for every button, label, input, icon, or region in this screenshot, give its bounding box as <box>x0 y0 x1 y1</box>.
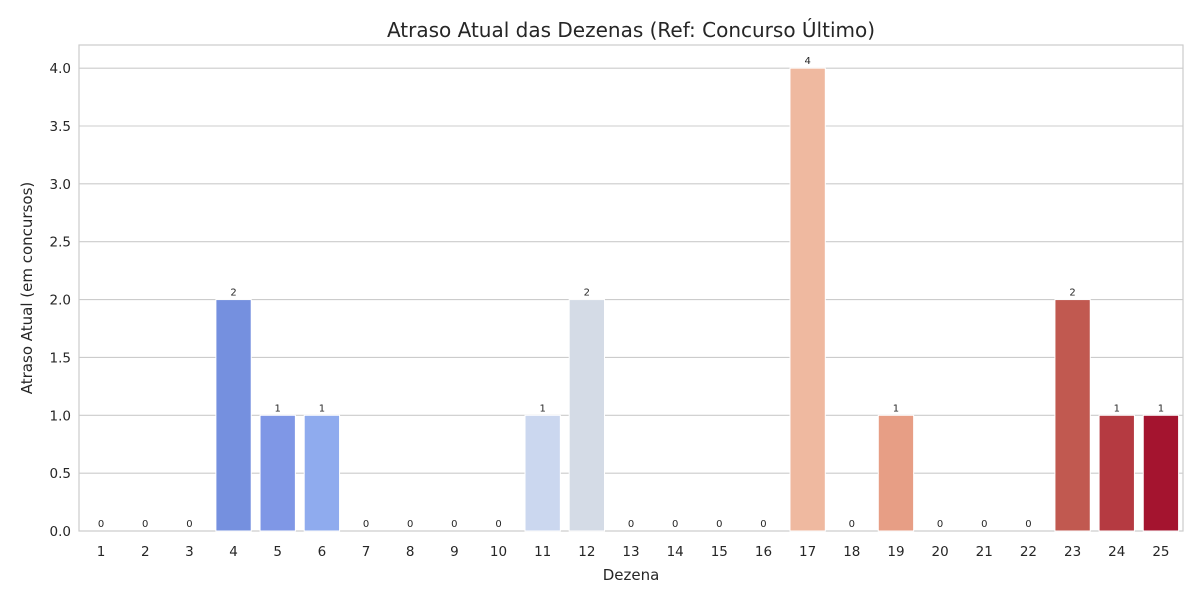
x-tick-label: 23 <box>1064 544 1081 560</box>
x-tick-label: 20 <box>932 544 949 560</box>
y-tick-label: 0.5 <box>50 466 71 482</box>
chart-title: Atraso Atual das Dezenas (Ref: Concurso … <box>387 18 875 42</box>
x-tick-label: 21 <box>976 544 993 560</box>
x-tick-label: 13 <box>622 544 639 560</box>
x-tick-label: 14 <box>667 544 684 560</box>
y-axis-label: Atraso Atual (em concursos) <box>18 182 36 394</box>
x-tick-label: 17 <box>799 544 816 560</box>
x-tick-label: 11 <box>534 544 551 560</box>
x-tick-labels: 1 2 3 4 5 6 7 8 9 10 11 12 13 14 15 16 17 18 19 20 21 22 23 24 2… <box>97 544 1170 560</box>
x-tick-label: 15 <box>711 544 728 560</box>
data-label: 0 <box>98 519 104 530</box>
data-label: 2 <box>584 288 590 299</box>
y-tick-label: 3.0 <box>50 177 71 193</box>
bar-dezena-24 <box>1098 414 1135 532</box>
y-tick-label: 0.0 <box>50 524 71 540</box>
x-tick-label: 3 <box>185 544 194 560</box>
data-label: 2 <box>230 288 236 299</box>
x-tick-label: 1 <box>97 544 106 560</box>
x-tick-label: 5 <box>273 544 282 560</box>
data-label: 0 <box>760 519 766 530</box>
bar-dezena-23 <box>1054 299 1091 532</box>
x-tick-label: 2 <box>141 544 150 560</box>
bar-dezena-6 <box>303 414 341 532</box>
data-label: 0 <box>981 519 987 530</box>
data-label: 2 <box>1069 288 1075 299</box>
x-tick-label: 6 <box>318 544 327 560</box>
data-label: 0 <box>451 519 457 530</box>
y-tick-labels: 0.0 0.5 1.0 1.5 2.0 2.5 3.0 3.5 4.0 <box>50 61 71 540</box>
data-label: 0 <box>363 519 369 530</box>
y-tick-label: 2.5 <box>50 235 71 251</box>
data-label: 1 <box>275 403 281 414</box>
bar-dezena-11 <box>524 414 561 532</box>
data-label: 0 <box>495 519 501 530</box>
x-tick-label: 18 <box>843 544 860 560</box>
y-tick-label: 3.5 <box>50 119 71 135</box>
x-tick-label: 8 <box>406 544 415 560</box>
bar-dezena-12 <box>568 299 606 532</box>
data-label: 4 <box>804 56 810 67</box>
bar-dezena-19 <box>877 414 915 532</box>
bar-dezena-25 <box>1142 414 1180 532</box>
x-tick-label: 7 <box>362 544 371 560</box>
x-tick-label: 9 <box>450 544 459 560</box>
x-axis-label: Dezena <box>603 566 660 584</box>
x-tick-label: 24 <box>1108 544 1125 560</box>
data-label: 1 <box>1114 403 1120 414</box>
data-label: 0 <box>849 519 855 530</box>
data-label: 0 <box>937 519 943 530</box>
data-label: 0 <box>186 519 192 530</box>
y-tick-label: 4.0 <box>50 61 71 77</box>
data-label: 1 <box>539 403 545 414</box>
data-label: 0 <box>628 519 634 530</box>
bar-dezena-4 <box>215 299 252 532</box>
data-label: 1 <box>319 403 325 414</box>
data-label: 1 <box>1158 403 1164 414</box>
x-tick-label: 19 <box>887 544 904 560</box>
data-label: 0 <box>716 519 722 530</box>
y-tick-label: 2.0 <box>50 293 71 309</box>
bar-dezena-5 <box>259 414 296 532</box>
data-label: 0 <box>672 519 678 530</box>
y-tick-label: 1.0 <box>50 408 71 424</box>
bar-dezena-17 <box>789 67 826 532</box>
x-tick-label: 22 <box>1020 544 1037 560</box>
data-labels: 0 0 0 2 1 1 0 0 0 0 1 2 0 0 0 0 4 0 1 0 0 0 2 1 1 <box>98 56 1164 530</box>
x-tick-label: 4 <box>229 544 238 560</box>
x-tick-label: 12 <box>578 544 595 560</box>
bars <box>215 67 1180 532</box>
x-tick-label: 16 <box>755 544 772 560</box>
x-tick-label: 10 <box>490 544 507 560</box>
y-tick-label: 1.5 <box>50 350 71 366</box>
data-label: 0 <box>142 519 148 530</box>
data-label: 0 <box>407 519 413 530</box>
data-label: 0 <box>1025 519 1031 530</box>
data-label: 1 <box>893 403 899 414</box>
x-tick-label: 25 <box>1152 544 1169 560</box>
